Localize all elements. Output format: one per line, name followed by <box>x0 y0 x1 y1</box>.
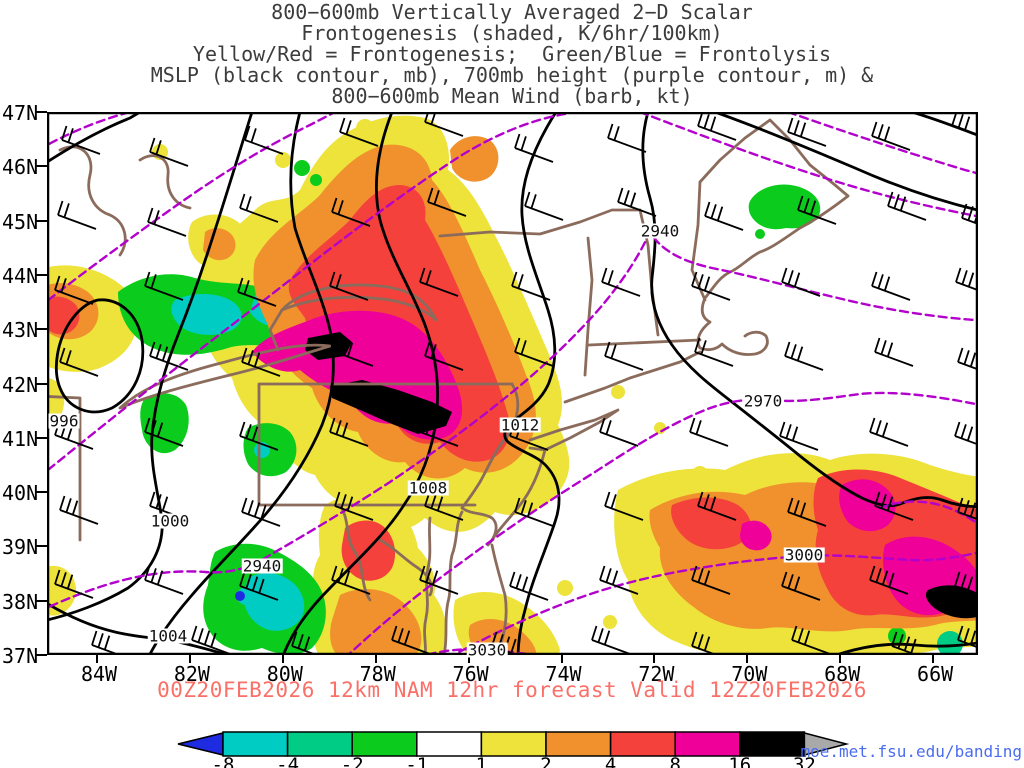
contour-label: 1000 <box>149 511 191 531</box>
lon-tick <box>374 655 377 663</box>
contour-label: 996 <box>48 411 80 431</box>
colorbar-tick-label: 8 <box>669 754 680 768</box>
colorbar-cell <box>351 731 418 757</box>
colorbar-legend: -8 -4 -2 -1 1 2 4 8 16 32 <box>177 731 850 768</box>
lat-tick <box>36 273 47 276</box>
chart-title: 800−600mb Vertically Averaged 2−D Scalar… <box>0 2 1024 107</box>
colorbar-tick-label: 16 <box>728 754 751 768</box>
lon-label: 78W <box>359 662 396 686</box>
lon-label: 70W <box>731 662 768 686</box>
lon-label: 74W <box>545 662 582 686</box>
lat-tick <box>36 599 47 602</box>
lon-label: 84W <box>80 662 118 686</box>
colorbar-tick-label: -4 <box>276 754 299 768</box>
lat-tick <box>36 545 47 548</box>
colorbar-tick-label: 2 <box>540 754 551 768</box>
lat-label: 42N <box>2 372 39 397</box>
colorbar-tick-label: -1 <box>405 754 428 768</box>
lon-tick <box>560 655 563 663</box>
title-line: 800−600mb Vertically Averaged 2−D Scalar <box>271 0 753 24</box>
colorbar-tick-label: 1 <box>476 754 487 768</box>
contour-label: 2940 <box>241 556 283 576</box>
lat-label: 46N <box>2 155 39 180</box>
contour-label: 3030 <box>466 640 508 660</box>
lat-tick <box>36 654 47 656</box>
lon-tick <box>281 655 284 663</box>
lat-label: 37N <box>2 644 39 668</box>
contour-label: 3000 <box>783 545 825 565</box>
map-frame <box>47 112 978 655</box>
colorbar-cell <box>545 731 612 757</box>
colorbar-cell <box>739 731 806 757</box>
colorbar-cell <box>286 731 353 757</box>
lon-tick <box>188 655 191 663</box>
lat-tick <box>36 382 47 385</box>
lon-tick <box>653 655 656 663</box>
lat-tick <box>36 491 47 494</box>
lat-label: 44N <box>2 263 39 288</box>
lat-tick <box>36 436 47 439</box>
lat-tick <box>36 111 47 113</box>
colorbar-left-arrow <box>177 732 224 756</box>
colorbar-cell <box>674 731 741 757</box>
map-canvas <box>47 112 978 655</box>
contour-label: 2940 <box>639 221 681 241</box>
lon-label: 76W <box>452 662 489 686</box>
lat-label: 45N <box>2 209 39 234</box>
lat-label: 41N <box>2 426 39 451</box>
lat-label: 43N <box>2 318 39 343</box>
lat-label: 39N <box>2 535 39 560</box>
colorbar-cell <box>480 731 547 757</box>
colorbar-tick-label: -8 <box>212 754 235 768</box>
title-line: 800−600mb Mean Wind (barb, kt) <box>331 84 693 108</box>
lon-label: 72W <box>638 662 675 686</box>
lon-label: 80W <box>266 662 303 686</box>
lat-tick <box>36 165 47 168</box>
lon-tick <box>96 655 98 663</box>
contour-label: 2970 <box>742 391 784 411</box>
colorbar-tick-label: -2 <box>341 754 364 768</box>
lon-label: 82W <box>173 662 210 686</box>
colorbar-tick-label: 32 <box>793 754 816 768</box>
lon-tick <box>839 655 842 663</box>
wind-barbs <box>54 112 978 655</box>
lon-tick <box>932 655 935 663</box>
colorbar-cell <box>609 731 676 757</box>
forecast-info: 00Z20FEB2026 12km NAM 12hr forecast Vali… <box>157 678 867 702</box>
contour-label: 1004 <box>147 626 189 646</box>
colorbar-tick-label: 4 <box>605 754 616 768</box>
colorbar-cell <box>416 731 483 757</box>
state-borders <box>47 118 850 655</box>
lon-label: 66W <box>917 662 954 686</box>
lat-label: 40N <box>2 481 39 506</box>
contour-label: 1008 <box>407 478 449 498</box>
lon-tick <box>746 655 749 663</box>
colorbar-right-arrow <box>803 732 850 756</box>
colorbar-cell <box>222 731 289 757</box>
lat-tick <box>36 219 47 222</box>
lat-label: 38N <box>2 589 39 614</box>
contour-label: 1012 <box>499 415 541 435</box>
title-line: Frontogenesis (shaded, K/6hr/100km) <box>301 21 723 45</box>
title-line: MSLP (black contour, mb), 700mb height (… <box>150 63 874 87</box>
site-link[interactable]: moe.met.fsu.edu/banding <box>800 742 1022 761</box>
title-line: Yellow/Red = Frontogenesis; Green/Blue =… <box>192 42 832 66</box>
lon-label: 68W <box>824 662 861 686</box>
lat-label: 47N <box>2 101 39 125</box>
lat-tick <box>36 328 47 331</box>
lon-tick <box>467 655 470 663</box>
